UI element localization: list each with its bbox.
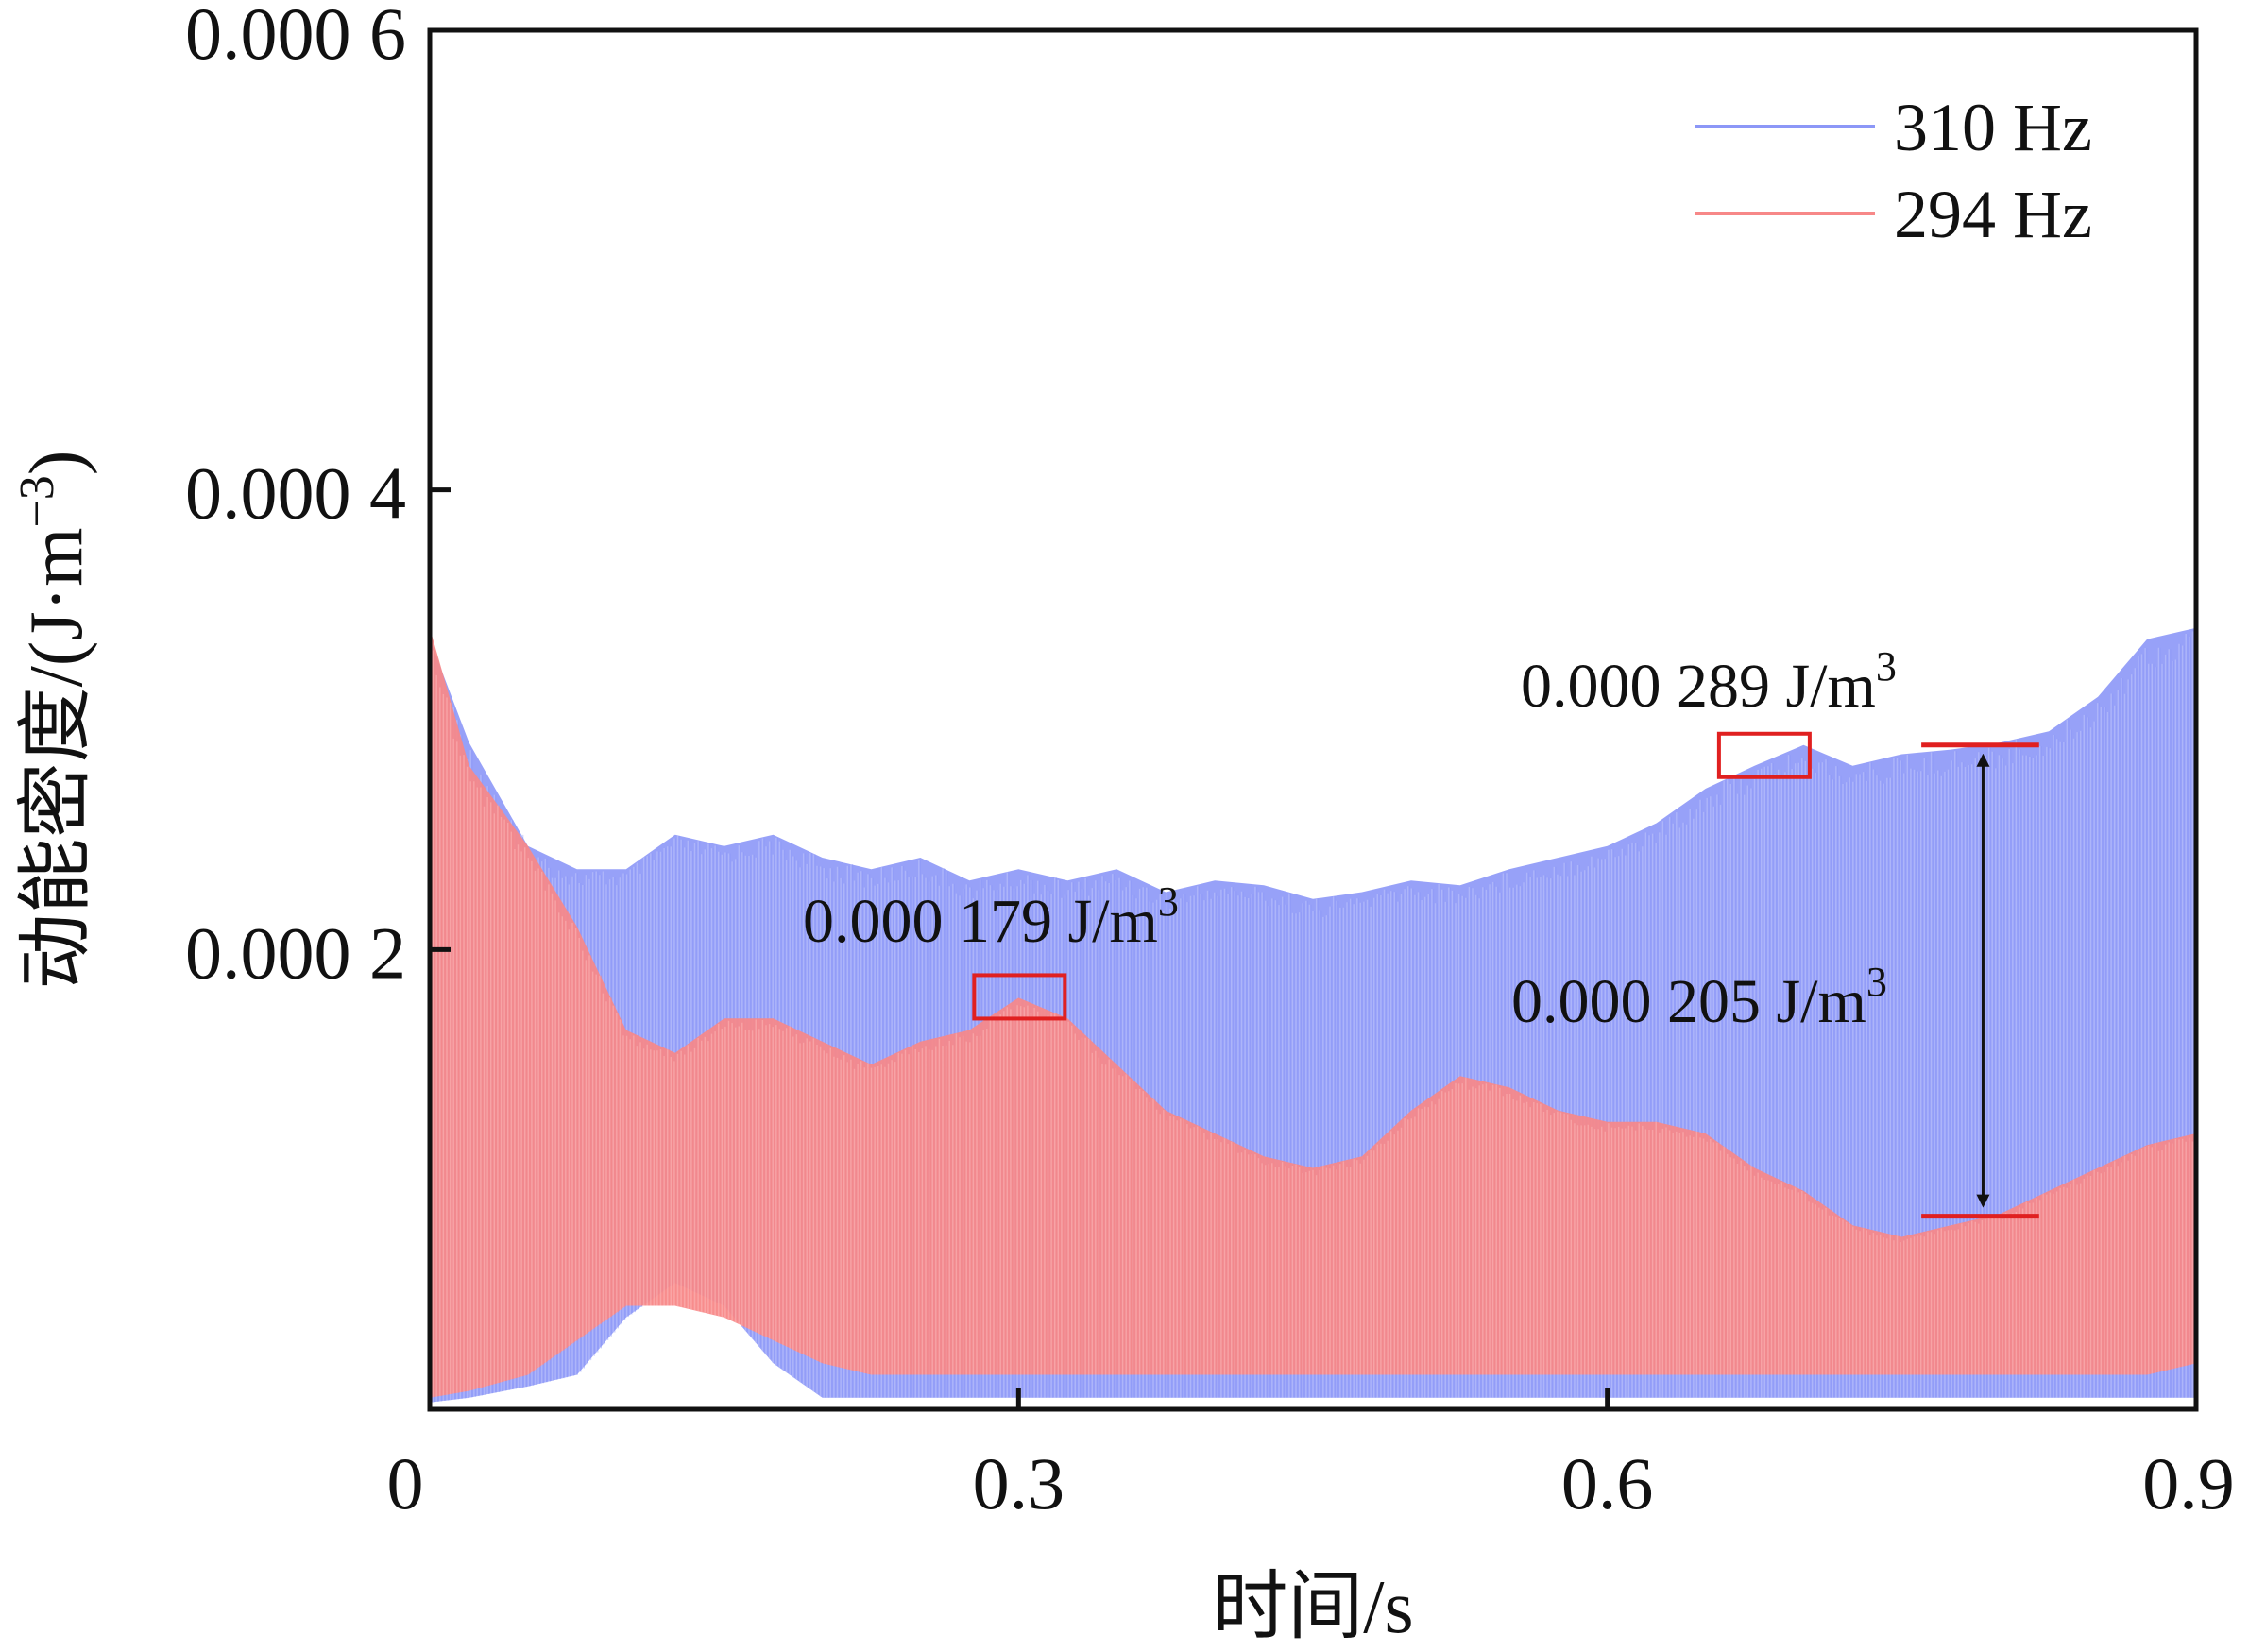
series-294-hz xyxy=(430,627,2196,1398)
x-tick-label: 0 xyxy=(387,1442,424,1524)
x-axis-title: 时间/s xyxy=(1212,1566,1413,1647)
y-tick-label: 0.000 4 xyxy=(185,452,406,535)
y-axis-title-exponent: −3 xyxy=(10,475,64,527)
tick-layer: 0 0.3 0.6 0.9 0.000 2 0.000 4 0.000 6 xyxy=(185,0,2235,1524)
legend-label: 310 Hz xyxy=(1894,90,2092,165)
annotation-box-179 xyxy=(972,973,1067,1021)
series-oscillation-294-hz xyxy=(430,639,2196,1398)
plot-frame xyxy=(427,27,2199,1412)
y-axis-title: 动能密度/(J·m−3) xyxy=(10,451,98,990)
y-tick-label: 0.000 2 xyxy=(185,911,406,994)
y-tick-label: 0.000 6 xyxy=(185,0,406,75)
series-layer xyxy=(430,627,2196,1403)
annotation-label-205: 0.000 205 J/m3 xyxy=(1511,959,1887,1036)
annotation-box-289 xyxy=(1716,731,1812,779)
y-axis-title-close: ) xyxy=(15,451,98,476)
annotation-label-179: 0.000 179 J/m3 xyxy=(803,878,1179,956)
annotation-label-289: 0.000 289 J/m3 xyxy=(1521,643,1897,721)
x-tick-label: 0.9 xyxy=(2142,1442,2235,1524)
y-axis-title-main: 动能密度/(J·m xyxy=(15,528,98,990)
x-tick-label: 0.6 xyxy=(1561,1442,1654,1524)
legend-label: 294 Hz xyxy=(1894,177,2092,252)
annotation-layer: 0.000 179 J/m3 0.000 289 J/m3 0.000 205 J/… xyxy=(803,643,2039,1219)
legend: 310 Hz 294 Hz xyxy=(1695,90,2092,252)
x-tick-label: 0.3 xyxy=(973,1442,1065,1524)
